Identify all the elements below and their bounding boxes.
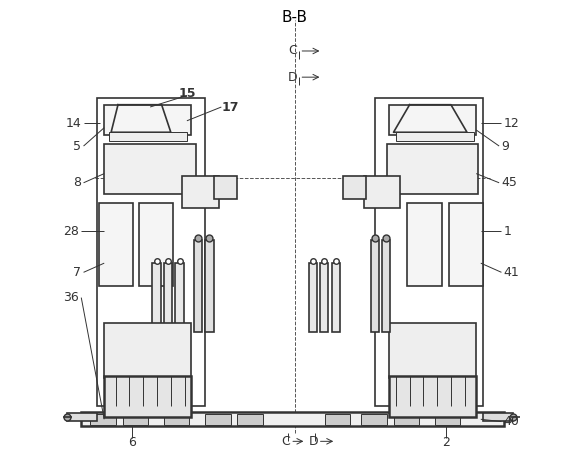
Bar [407,203,442,286]
Text: 12: 12 [504,116,519,129]
Polygon shape [394,105,467,132]
Bar [104,105,191,134]
Bar [205,414,230,425]
Bar [394,414,419,425]
Bar [435,414,460,425]
Text: 15: 15 [178,87,195,100]
Bar [67,413,97,421]
Text: 7: 7 [73,266,81,279]
Bar [389,105,476,134]
Text: 8: 8 [73,176,81,189]
Bar [362,414,387,425]
Text: 1: 1 [504,225,512,237]
Bar [104,144,196,194]
Bar [325,414,350,425]
Bar [176,263,184,332]
Bar [375,98,483,406]
Polygon shape [111,105,171,132]
Bar [483,413,513,421]
Text: C: C [288,44,297,57]
Text: D: D [287,71,297,84]
Text: B-B: B-B [282,10,308,25]
Text: 5: 5 [73,140,81,152]
Text: 45: 45 [501,176,517,189]
Bar [308,263,317,332]
Bar [97,98,205,406]
Bar [205,240,214,332]
Text: 17: 17 [221,101,239,114]
Bar [91,414,116,425]
Bar [139,203,173,286]
Bar [396,132,474,141]
Bar [215,176,238,199]
Bar [194,240,202,332]
Text: 40: 40 [504,415,519,428]
Bar [389,323,476,378]
Bar [332,263,340,332]
Bar [387,144,479,194]
Text: 2: 2 [442,436,450,449]
Text: 6: 6 [128,436,136,449]
Bar [183,176,219,208]
Bar [123,414,148,425]
Bar [99,203,133,286]
Text: 36: 36 [63,291,79,304]
Text: 14: 14 [66,116,81,129]
Text: C: C [281,435,290,448]
Text: 28: 28 [63,225,79,237]
Bar [343,176,366,199]
Bar [370,240,379,332]
Bar [104,376,191,417]
Bar [104,323,191,378]
Bar [382,240,390,332]
Bar [238,414,263,425]
Bar [164,263,172,332]
Bar [109,132,187,141]
Bar [153,263,161,332]
Bar [81,413,504,426]
Text: D: D [308,435,318,448]
Bar [389,376,476,417]
Text: 41: 41 [504,266,519,279]
Bar [449,203,483,286]
Bar [164,414,189,425]
Bar [364,176,400,208]
Text: 9: 9 [501,140,510,152]
Bar [320,263,328,332]
